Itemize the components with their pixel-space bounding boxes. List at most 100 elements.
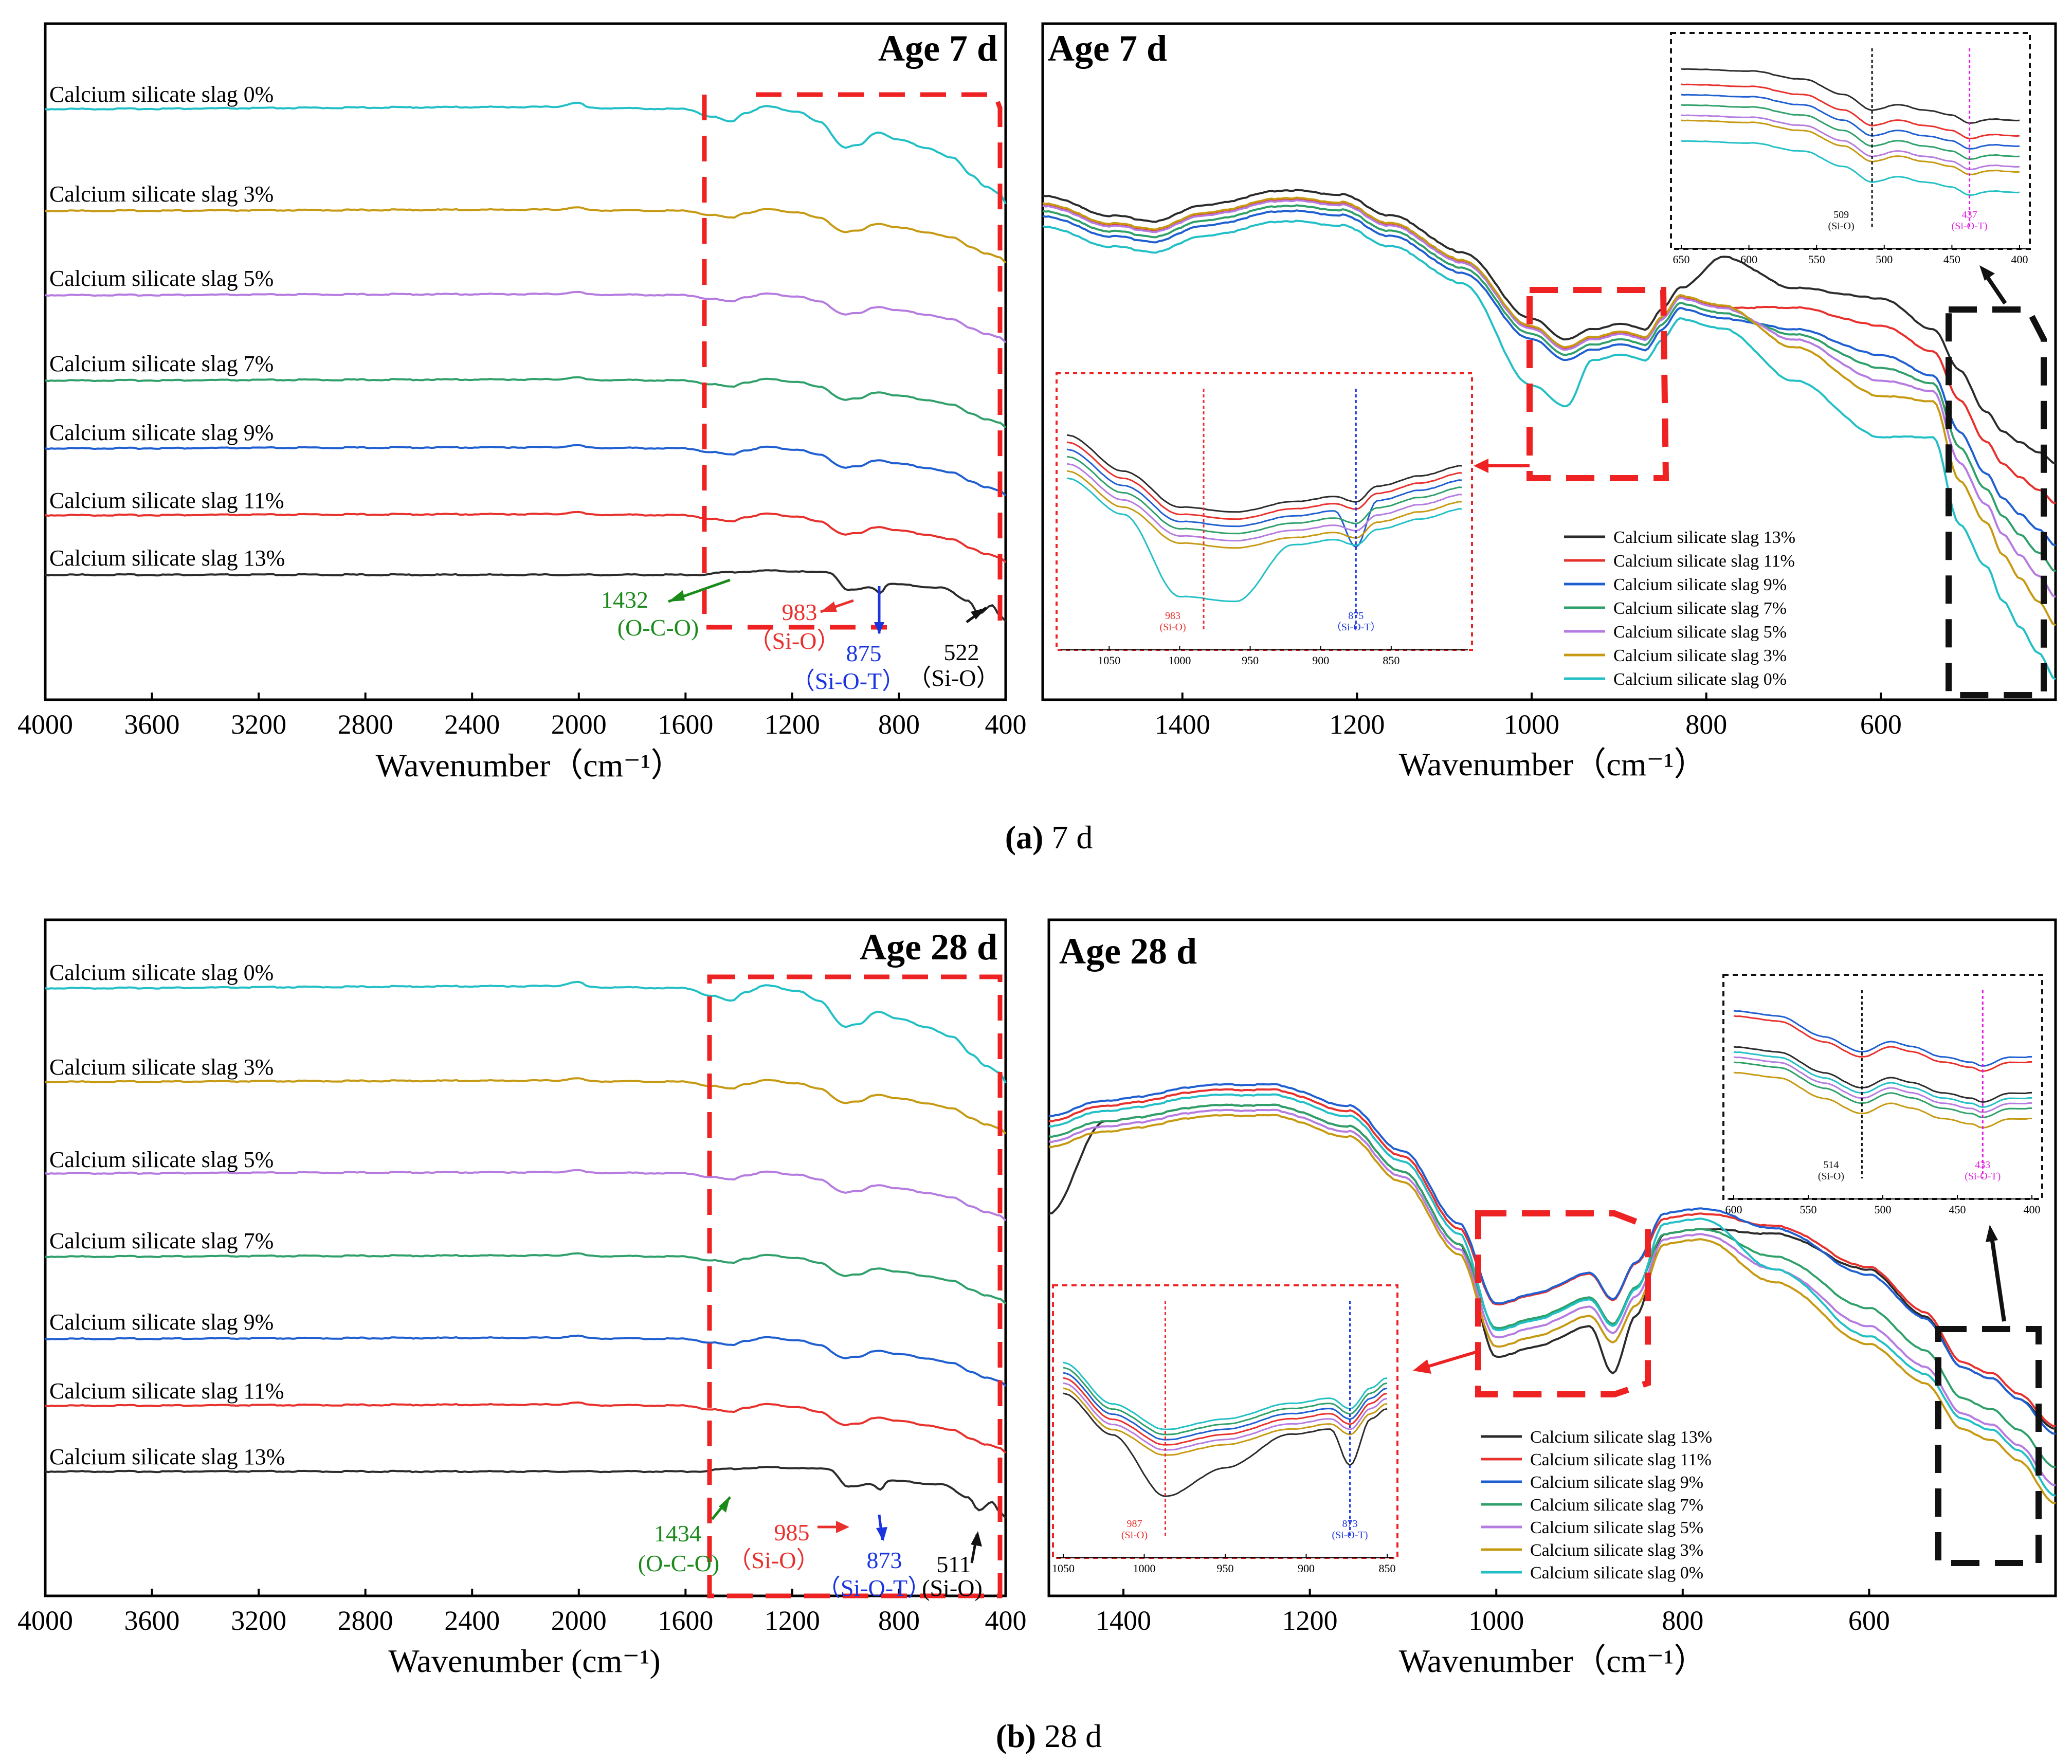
inset-spectrum-s0 (1066, 477, 1462, 603)
x-ticks: 1400 1200 1000 800 600 (1155, 693, 1902, 740)
inset-tick-label: 1000 (1168, 654, 1191, 667)
sio2-label: (Si-O) (922, 1575, 983, 1601)
x-tick-label: 3600 (124, 709, 180, 740)
caption-b: (b) 28 d (996, 1718, 1102, 1754)
panel-title: Age 7 d (1048, 28, 1167, 69)
series-label-s11: Calcium silicate slag 11% (49, 1378, 284, 1404)
inset-spectrum-s13 (1066, 434, 1462, 513)
x-tick-label: 800 (878, 1605, 920, 1636)
caption-a-bold: (a) (1005, 819, 1044, 856)
x-tick-label: 600 (1860, 709, 1902, 740)
inset-tick-label: 900 (1298, 1562, 1315, 1575)
inset-tick-label: 600 (1740, 253, 1757, 266)
inset-spectrum-s5 (1733, 1056, 2032, 1113)
inset-spectrum-s3 (1066, 470, 1462, 549)
spectrum-s9 (1048, 1083, 2056, 1435)
legend-label-s7: Calcium silicate slag 7% (1613, 599, 1787, 618)
x-ticks: 1400 1200 1000 800 600 (1096, 1589, 1890, 1636)
spectrum-s3 (45, 206, 1007, 264)
caption-a-rest: 7 d (1043, 819, 1093, 856)
inset-tick-label: 650 (1673, 253, 1690, 266)
inset-spectrum-s11 (1066, 441, 1462, 520)
siot-arrowhead (874, 622, 884, 634)
spectrum-s13 (1042, 189, 2056, 464)
x-tick-label: 1400 (1096, 1605, 1151, 1636)
sio-arrowhead (836, 1521, 849, 1533)
legend-label-s5: Calcium silicate slag 5% (1530, 1518, 1703, 1537)
inset-ann-label: (Si-O) (1160, 622, 1186, 633)
legend-label-s3: Calcium silicate slag 3% (1613, 646, 1787, 665)
spectrum-s0 (45, 101, 1007, 205)
inset-spectrum-s7 (1681, 104, 2020, 160)
inset-spectrum-s11 (1063, 1377, 1388, 1446)
inset-tick-label: 500 (1876, 253, 1893, 266)
x-tick-label: 2000 (551, 1605, 607, 1636)
inset-ann-label: (Si-O-T) (1332, 1530, 1368, 1541)
inset-ann-value: 983 (1165, 610, 1180, 622)
inset-spectrum-s5 (1681, 114, 2020, 170)
panel-title: Age 28 d (1059, 931, 1197, 972)
spectrum-s9 (45, 1334, 1007, 1387)
x-tick-label: 2400 (444, 709, 500, 740)
x-axis-label: Wavenumber（cm⁻¹） (1399, 1643, 1707, 1679)
inset-ann-label: (Si-O) (1121, 1530, 1148, 1541)
inset-spectrum-s5 (1063, 1382, 1388, 1451)
panel-a-right: Age 7 d 1400 1200 1000 800 600 1050 1000 950 90… (1041, 22, 2057, 783)
legend: Calcium silicate slag 13% Calcium silicat… (1481, 1428, 1712, 1583)
series-label-s5: Calcium silicate slag 5% (49, 1147, 274, 1172)
inset-tick-label: 500 (1875, 1203, 1892, 1216)
inset-spectrum-s9 (1681, 94, 2020, 150)
inset-spectrum-s3 (1733, 1071, 2032, 1129)
sio2-arrowhead (971, 1531, 982, 1547)
inset-ann-value: 987 (1126, 1518, 1142, 1530)
sio2-value: 522 (944, 639, 979, 665)
x-tick-label: 2400 (444, 1605, 500, 1636)
series-label-s3: Calcium silicate slag 3% (49, 1054, 274, 1080)
inset-tick-label: 600 (1725, 1203, 1742, 1216)
spectrum-s5 (45, 290, 1007, 343)
x-tick-label: 400 (985, 709, 1027, 740)
x-tick-label: 800 (878, 709, 920, 740)
inset-ann-label: (Si-O) (1818, 1171, 1844, 1182)
inset-tick-label: 900 (1312, 654, 1329, 667)
inset-spectrum-s7 (1066, 456, 1462, 535)
spectrum-s5 (1048, 1108, 2056, 1486)
inset-ann-label: （Si-O-T） (1331, 621, 1381, 633)
co3-arrowhead (668, 590, 685, 602)
spectrum-s7 (45, 1252, 1007, 1305)
series-label-s13: Calcium silicate slag 13% (49, 545, 285, 571)
inset-spectrum-s9 (1063, 1372, 1388, 1441)
spectrum-s13 (45, 1466, 1007, 1519)
inset-tick-label: 550 (1800, 1203, 1817, 1216)
series-label-s7: Calcium silicate slag 7% (49, 1228, 274, 1253)
spectrum-s9 (45, 444, 1007, 497)
inset-black-arrowhead (1986, 1225, 1998, 1242)
spectra-lines (45, 980, 1007, 1519)
inset-red-arrowhead (1474, 459, 1488, 473)
legend-label-s3: Calcium silicate slag 3% (1530, 1541, 1703, 1560)
inset-ann-label: (Si-O) (1828, 221, 1855, 232)
zoom-box-red (1526, 287, 1669, 481)
inset-tick-label: 950 (1242, 654, 1259, 667)
sio-arrowhead (821, 602, 837, 612)
inset-tick-label: 450 (1943, 253, 1960, 266)
sio2-label: （Si-O） (908, 665, 1000, 691)
panel-title: Age 7 d (878, 28, 997, 69)
legend-label-s0: Calcium silicate slag 0% (1530, 1563, 1703, 1583)
inset-tick-label: 1050 (1052, 1562, 1075, 1575)
spectra-lines (1048, 1083, 2056, 1504)
plot-frame (44, 22, 1007, 701)
inset-tick-label: 1050 (1098, 654, 1120, 667)
co3-label: (O-C-O) (617, 614, 699, 641)
region-box (707, 974, 1003, 1598)
panel-title: Age 28 d (860, 926, 997, 968)
caption-b-rest: 28 d (1036, 1718, 1102, 1754)
x-tick-label: 400 (985, 1605, 1027, 1636)
legend-label-s0: Calcium silicate slag 0% (1613, 670, 1787, 689)
inset-black-frame (1722, 974, 2043, 1200)
x-tick-label: 3200 (231, 709, 286, 740)
x-tick-label: 1200 (765, 1605, 820, 1636)
spectrum-s5 (45, 1169, 1007, 1222)
x-tick-label: 800 (1662, 1605, 1703, 1636)
x-tick-label: 4000 (17, 1605, 73, 1636)
